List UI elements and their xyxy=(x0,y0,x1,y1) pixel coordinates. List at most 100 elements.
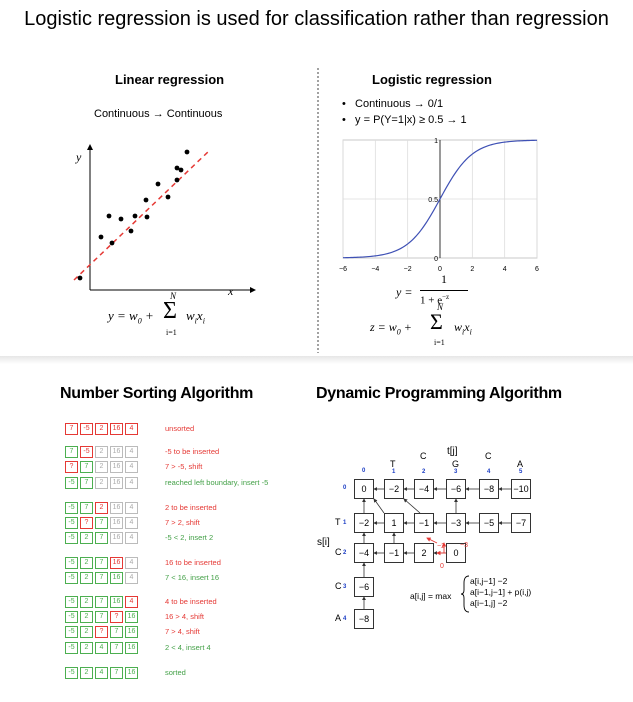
z-term-x-sub: i xyxy=(469,327,472,337)
linear-caption: Continuous → Continuous xyxy=(94,108,223,120)
dp-t-label: t[j] xyxy=(447,446,458,457)
sigmoid-x-tick: −4 xyxy=(371,266,379,273)
sigmoid-y-tick: 0.5 xyxy=(428,197,438,204)
sort-cell: 4 xyxy=(95,667,108,679)
dp-s-label: s[i] xyxy=(317,537,330,548)
sort-cell: 16 xyxy=(110,502,123,514)
dp-col-index: 1 xyxy=(392,469,396,475)
sort-cell: 7 xyxy=(110,667,123,679)
data-point xyxy=(155,181,161,187)
sort-cell: -5 xyxy=(80,446,93,458)
z-sub0: 0 xyxy=(396,327,401,337)
sigmoid-y-tick: 0 xyxy=(434,256,438,263)
dp-cell: −8 xyxy=(354,609,374,629)
dp-col-index: 3 xyxy=(454,469,458,475)
logistic-bullet-2: • y = P(Y=1|x) ≥ 0.5 → 1 xyxy=(342,114,467,126)
sort-cell: -5 xyxy=(65,611,78,623)
sort-cell: 4 xyxy=(125,596,138,608)
sigmoid-fraction-bar xyxy=(420,290,468,291)
sort-cell: -5 xyxy=(65,642,78,654)
sort-cell: 16 xyxy=(110,477,123,489)
dp-rec-case-2: a[i−1,j−1] + p(i,j) xyxy=(470,587,532,597)
dp-arrow xyxy=(373,498,385,514)
sort-cell: -5 xyxy=(65,626,78,638)
dp-red-diag-arrow xyxy=(426,537,438,544)
sort-cell: 7 xyxy=(80,477,93,489)
dp-row-index: 0 xyxy=(343,485,347,491)
sort-step-note: unsorted xyxy=(165,424,195,433)
linear-term-x: x xyxy=(196,308,203,323)
sort-cell: ? xyxy=(95,626,108,638)
panel-divider xyxy=(317,68,319,353)
sort-cell: 2 xyxy=(80,667,93,679)
page-title: Logistic regression is used for classifi… xyxy=(24,8,609,30)
dp-row-index: 4 xyxy=(343,616,347,622)
dp-recurrence-cases: a[i,j−1] −2 a[i−1,j−1] + p(i,j) a[i−1,j]… xyxy=(470,576,531,609)
sort-cell: 2 xyxy=(80,596,93,608)
sort-cell: 2 xyxy=(95,477,108,489)
linear-x-label: x xyxy=(228,284,234,298)
sorting-heading: Number Sorting Algorithm xyxy=(60,385,254,402)
z-sum-sigma: Σ xyxy=(430,309,443,334)
linear-formula-plus: + xyxy=(144,308,154,323)
sort-cell: 2 xyxy=(80,572,93,584)
dp-row-index: 3 xyxy=(343,584,347,590)
linear-sum-sigma: Σ xyxy=(163,298,177,324)
sort-cell: 7 xyxy=(110,642,123,654)
sort-cell: 16 xyxy=(110,532,123,544)
linear-term-w: w xyxy=(186,308,195,323)
sort-step-note: 7 < 16, insert 16 xyxy=(165,573,219,582)
dp-rec-case-1: a[i,j−1] −2 xyxy=(470,576,508,586)
sort-step-note: 7 > 2, shift xyxy=(165,518,200,527)
dp-cell: −6 xyxy=(354,577,374,597)
sort-cell: 2 xyxy=(95,423,108,435)
sort-cell: -5 xyxy=(65,596,78,608)
sort-cell: -5 xyxy=(80,423,93,435)
linear-term-x-sub: i xyxy=(202,316,205,326)
dp-row-letter: C xyxy=(335,581,342,591)
sort-cell: 4 xyxy=(125,502,138,514)
x-axis-arrow xyxy=(250,287,256,293)
sort-step-note: 7 > -5, shift xyxy=(165,462,203,471)
sigmoid-x-tick: 4 xyxy=(503,266,507,273)
sort-cell: 7 xyxy=(95,532,108,544)
sort-cell: -5 xyxy=(65,572,78,584)
dp-cell: −3 xyxy=(446,513,466,533)
logistic-bullet-1-text: Continuous → 0/1 xyxy=(355,98,444,110)
sigmoid-x-tick: 0 xyxy=(438,266,442,273)
dp-cell: 0 xyxy=(354,479,374,499)
sort-cell: 4 xyxy=(125,557,138,569)
sort-cell: 2 xyxy=(80,642,93,654)
dp-cell: −10 xyxy=(511,479,531,499)
linear-heading: Linear regression xyxy=(115,72,225,87)
linear-sum-bottom: i=1 xyxy=(166,328,177,337)
data-point xyxy=(174,177,180,183)
sort-cell: 7 xyxy=(65,446,78,458)
logistic-bullet-2-text: y = P(Y=1|x) ≥ 0.5 → 1 xyxy=(355,114,467,126)
data-points xyxy=(77,149,190,281)
dp-cell: −2 xyxy=(384,479,404,499)
sort-cell: 4 xyxy=(125,446,138,458)
dp-row-letter: T xyxy=(335,517,341,527)
sort-cell: 7 xyxy=(95,517,108,529)
sort-cell: 16 xyxy=(125,611,138,623)
dp-col-letter: C xyxy=(485,451,492,461)
dp-cell: 2 xyxy=(414,543,434,563)
logistic-bullet-1: • Continuous → 0/1 xyxy=(342,98,444,110)
dp-cell: −8 xyxy=(479,479,499,499)
dp-col-index: 2 xyxy=(422,469,426,475)
dp-cell: −4 xyxy=(414,479,434,499)
sort-cell: 7 xyxy=(65,423,78,435)
sort-cell: 7 xyxy=(95,611,108,623)
regression-line xyxy=(73,149,211,281)
dp-row-index: 1 xyxy=(343,520,347,526)
dp-col-letter: G xyxy=(452,459,460,469)
sort-cell: 2 xyxy=(95,502,108,514)
z-lhs: z = w xyxy=(370,320,397,334)
sort-cell: 7 xyxy=(95,596,108,608)
sort-cell: 4 xyxy=(125,423,138,435)
sort-step-note: 2 to be inserted xyxy=(165,503,217,512)
sigmoid-curve xyxy=(342,139,538,259)
linear-plot xyxy=(73,144,256,293)
